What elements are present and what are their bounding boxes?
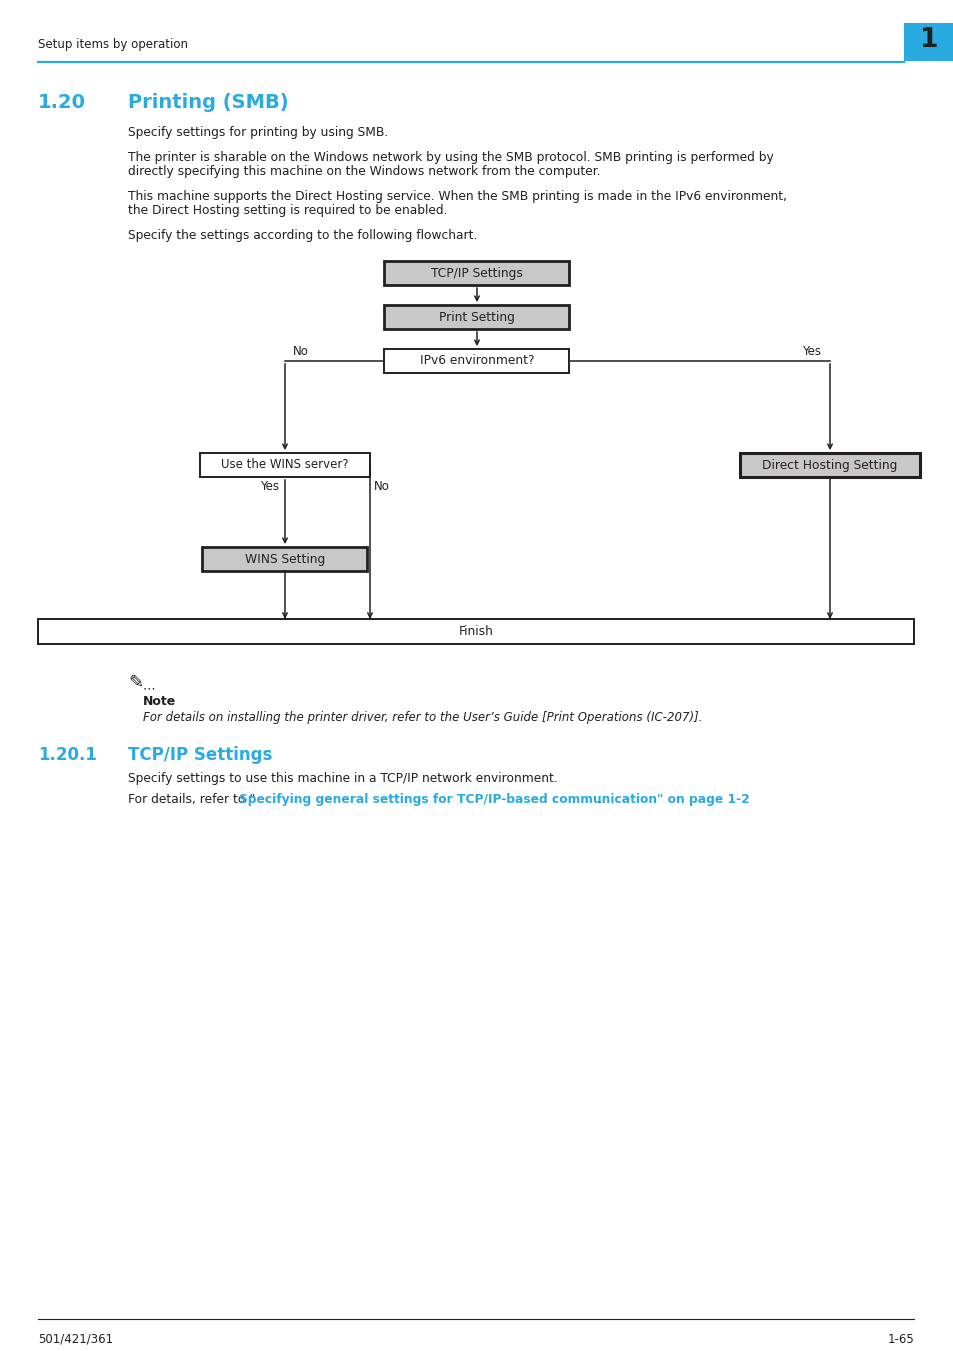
Text: ⋯: ⋯ <box>143 682 155 694</box>
Text: .: . <box>597 793 601 807</box>
Text: Printing (SMB): Printing (SMB) <box>128 93 289 112</box>
Bar <box>384 261 569 285</box>
Text: Direct Hosting Setting: Direct Hosting Setting <box>761 458 897 471</box>
Text: WINS Setting: WINS Setting <box>245 553 325 566</box>
Bar <box>740 453 919 477</box>
Text: No: No <box>293 345 309 358</box>
Text: 501/421/361: 501/421/361 <box>38 1333 113 1346</box>
Text: TCP/IP Settings: TCP/IP Settings <box>431 266 522 280</box>
Text: 1.20.1: 1.20.1 <box>38 746 97 765</box>
Text: Specify settings for printing by using SMB.: Specify settings for printing by using S… <box>128 126 388 139</box>
Text: Specifying general settings for TCP/IP-based communication" on page 1-2: Specifying general settings for TCP/IP-b… <box>239 793 749 807</box>
Text: 1-65: 1-65 <box>886 1333 913 1346</box>
Text: Finish: Finish <box>458 626 493 638</box>
Text: Specify settings to use this machine in a TCP/IP network environment.: Specify settings to use this machine in … <box>128 771 558 785</box>
Text: TCP/IP Settings: TCP/IP Settings <box>128 746 273 765</box>
Text: 1.20: 1.20 <box>38 93 86 112</box>
Text: Specify the settings according to the following flowchart.: Specify the settings according to the fo… <box>128 230 476 242</box>
Bar <box>903 23 953 61</box>
Text: ✎: ✎ <box>128 674 143 692</box>
Bar <box>38 619 913 644</box>
Text: directly specifying this machine on the Windows network from the computer.: directly specifying this machine on the … <box>128 165 600 178</box>
Bar <box>384 349 569 373</box>
Text: IPv6 environment?: IPv6 environment? <box>419 354 534 367</box>
Text: Setup items by operation: Setup items by operation <box>38 38 188 51</box>
Text: This machine supports the Direct Hosting service. When the SMB printing is made : This machine supports the Direct Hosting… <box>128 190 786 203</box>
Bar <box>384 305 569 330</box>
Text: Yes: Yes <box>801 345 821 358</box>
Bar <box>202 547 367 571</box>
Text: No: No <box>374 480 390 493</box>
Text: 1: 1 <box>919 27 937 53</box>
Bar <box>200 453 370 477</box>
Text: The printer is sharable on the Windows network by using the SMB protocol. SMB pr: The printer is sharable on the Windows n… <box>128 151 773 163</box>
Text: Use the WINS server?: Use the WINS server? <box>221 458 349 471</box>
Text: Print Setting: Print Setting <box>438 311 515 323</box>
Text: Note: Note <box>143 694 176 708</box>
Text: For details, refer to “: For details, refer to “ <box>128 793 255 807</box>
Text: the Direct Hosting setting is required to be enabled.: the Direct Hosting setting is required t… <box>128 204 447 218</box>
Text: Yes: Yes <box>260 480 278 493</box>
Text: For details on installing the printer driver, refer to the User’s Guide [Print O: For details on installing the printer dr… <box>143 711 701 724</box>
